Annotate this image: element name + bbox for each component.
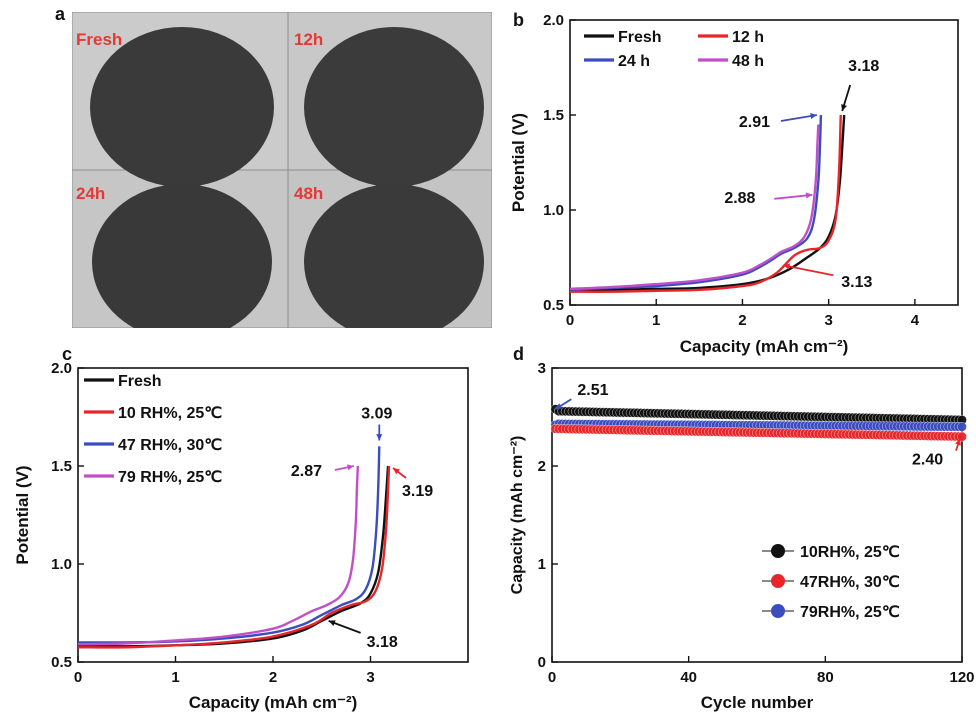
x-tick-label: 2 — [269, 669, 277, 686]
annotation-arrowhead — [805, 192, 813, 199]
y-tick-label: 1.0 — [51, 556, 72, 573]
legend-label: 12 h — [732, 29, 764, 46]
legend-label: 79 RH%, 25℃ — [118, 469, 222, 486]
annotation-arrowhead — [376, 434, 383, 441]
legend-label: 10RH%, 25℃ — [800, 544, 900, 561]
x-tick-label: 0 — [74, 669, 82, 686]
y-tick-label: 1.5 — [543, 107, 564, 124]
annotation-arrow — [774, 193, 813, 200]
legend-label: 10 RH%, 25℃ — [118, 405, 222, 422]
annotation-label: 3.13 — [841, 274, 872, 291]
plot-frame — [569, 19, 959, 306]
electrode-disc-fresh — [90, 27, 274, 187]
annotation-label: 2.87 — [291, 463, 322, 480]
y-tick-label: 0.5 — [51, 654, 72, 671]
series-line-3 — [77, 465, 360, 646]
legend-label: 79RH%, 25℃ — [800, 604, 900, 621]
legend-label: 47RH%, 30℃ — [800, 574, 900, 591]
annotation-arrowhead — [555, 403, 563, 410]
legend-label: Fresh — [618, 29, 662, 46]
annotation-label: 2.51 — [577, 382, 608, 399]
legend-label: Fresh — [118, 373, 162, 390]
panel-a-photo-grid — [72, 12, 492, 328]
panel-a-letter: a — [55, 4, 66, 24]
annotation-arrowhead — [393, 468, 400, 475]
panel-d-letter: d — [513, 344, 524, 364]
annotation-label: 3.19 — [402, 483, 433, 500]
y-tick-label: 0 — [538, 654, 546, 671]
annotation-label: 3.18 — [367, 634, 398, 651]
annotation-label: 2.88 — [724, 190, 755, 207]
annotation-label: 2.91 — [739, 114, 770, 131]
annotation-arrowhead — [328, 620, 336, 626]
plot-frame — [551, 367, 963, 663]
electrode-disc-12h — [304, 27, 484, 187]
y-tick-label: 1.0 — [543, 202, 564, 219]
x-tick-label: 80 — [817, 669, 834, 686]
y-tick-label: 0.5 — [543, 297, 564, 314]
y-tick-label: 3 — [538, 360, 546, 377]
x-tick-label: 40 — [680, 669, 697, 686]
x-axis-label: Capacity (mAh cm⁻²) — [189, 693, 358, 712]
annotation-arrowhead — [783, 263, 791, 270]
annotation-arrowhead — [810, 113, 817, 120]
x-tick-label: 120 — [949, 669, 974, 686]
x-axis-label: Capacity (mAh cm⁻²) — [680, 337, 849, 356]
legend-swatch-marker — [771, 574, 785, 588]
photo-label-12h: 12h — [294, 30, 324, 49]
x-tick-label: 3 — [366, 669, 374, 686]
x-tick-label: 4 — [911, 312, 920, 329]
y-tick-label: 1.5 — [51, 458, 72, 475]
annotation-arrowhead — [841, 104, 847, 111]
photo-label-48h: 48h — [294, 184, 324, 203]
x-tick-label: 1 — [171, 669, 179, 686]
legend-label: 24 h — [618, 53, 650, 70]
legend-swatch-marker — [771, 544, 785, 558]
panel-b-letter: b — [513, 10, 524, 30]
y-tick-label: 1 — [538, 556, 546, 573]
electrode-disc-48h — [304, 184, 484, 328]
y-axis-label: Capacity (mAh cm⁻²) — [509, 436, 526, 595]
photo-label-24h: 24h — [76, 184, 106, 203]
x-tick-label: 3 — [824, 312, 832, 329]
annotation-arrowhead — [955, 438, 961, 446]
x-tick-label: 2 — [738, 312, 746, 329]
legend-swatch-marker — [771, 604, 785, 618]
annotation-label: 3.09 — [361, 405, 392, 422]
x-axis-label: Cycle number — [701, 693, 814, 712]
y-axis-label: Potential (V) — [13, 465, 32, 564]
legend-label: 48 h — [732, 53, 764, 70]
x-tick-label: 0 — [548, 669, 556, 686]
y-axis-label: Potential (V) — [509, 113, 528, 212]
annotation-label: 2.40 — [912, 452, 943, 469]
annotation-arrow — [783, 264, 834, 277]
series-line-3 — [569, 124, 820, 291]
x-tick-label: 0 — [566, 312, 574, 329]
y-tick-label: 2 — [538, 458, 546, 475]
y-tick-label: 2.0 — [543, 12, 564, 29]
series-line-1 — [569, 114, 842, 293]
electrode-disc-24h — [92, 184, 272, 328]
panel-c-letter: c — [62, 344, 72, 364]
data-point-s2 — [957, 421, 967, 432]
annotation-label: 3.18 — [848, 58, 879, 75]
series-line-2 — [569, 114, 823, 291]
series-line-1 — [77, 465, 391, 649]
x-tick-label: 1 — [652, 312, 660, 329]
legend-label: 47 RH%, 30℃ — [118, 437, 222, 454]
series-line-0 — [569, 114, 846, 292]
photo-label-fresh: Fresh — [76, 30, 123, 49]
y-tick-label: 2.0 — [51, 360, 72, 377]
annotation-arrowhead — [347, 464, 354, 471]
